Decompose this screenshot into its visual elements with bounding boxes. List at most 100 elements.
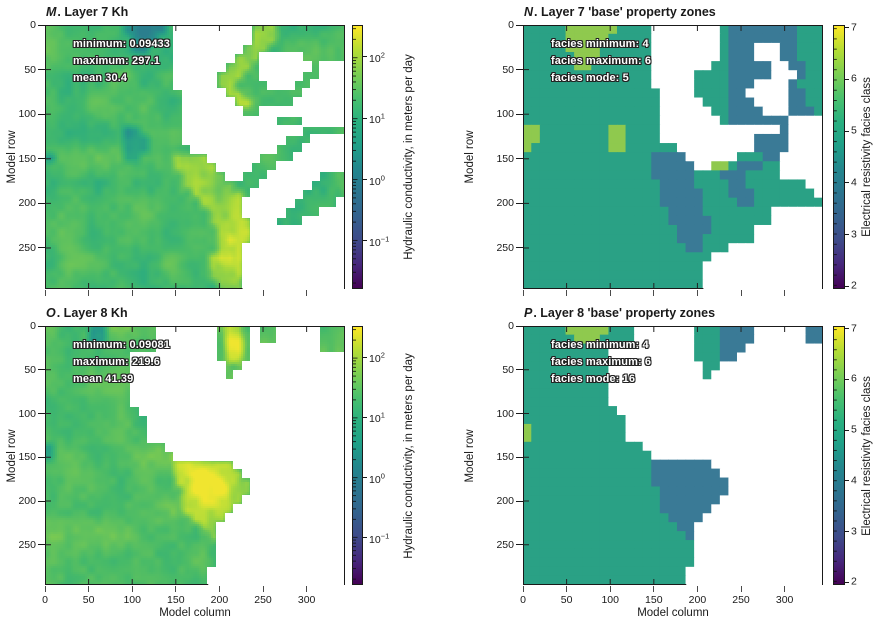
y-axis-tick-label: 150	[18, 451, 36, 464]
panel-title-text: . Layer 7 'base' property zones	[534, 5, 716, 19]
y-axis-tick-label: 250	[18, 538, 36, 551]
colorbar-label: Electrical resistivity facies class	[861, 77, 873, 237]
y-axis-tick	[516, 113, 523, 115]
panel-letter: N	[524, 5, 534, 19]
colorbar-hydraulic-conductivity	[352, 326, 363, 585]
colorbar-minor-ticks	[353, 327, 362, 584]
x-axis-tick	[696, 586, 698, 592]
y-axis-tick-label: 200	[18, 495, 36, 507]
y-axis-tick-label: 50	[24, 363, 36, 376]
colorbar-tick-label: 5	[851, 124, 857, 137]
x-axis-tick	[522, 586, 524, 592]
y-axis-tick	[516, 158, 523, 160]
y-axis-tick	[516, 369, 523, 371]
x-axis-tick	[740, 586, 742, 592]
colorbar-tick	[363, 240, 367, 242]
x-axis-tick-label: 300	[775, 594, 794, 606]
y-axis-tick	[38, 456, 45, 458]
y-axis-tick	[516, 69, 523, 71]
colorbar-tick	[845, 182, 849, 184]
x-axis-tick	[306, 290, 308, 296]
colorbar-tick-label: 100	[369, 172, 385, 188]
stat-facies-mode: facies mode: 16	[551, 373, 636, 385]
colorbar-tick-label: 100	[369, 471, 385, 486]
panel-letter: O	[46, 306, 56, 320]
colorbar-tick-label: 7	[851, 21, 857, 34]
stat-maximum: maximum: 219.6	[73, 356, 160, 368]
colorbar-tick	[845, 378, 849, 380]
colorbar-tick-label: 2	[851, 279, 857, 292]
heatmap-layer8-kh	[45, 326, 345, 585]
stats-annotation-O: minimum: 0.09081 maximum: 219.6 mean 41.…	[73, 337, 170, 388]
y-axis-tick	[38, 247, 45, 249]
colorbar-tick	[845, 234, 849, 236]
x-axis-tick-label: 50	[560, 594, 573, 606]
y-axis-tick	[38, 369, 45, 371]
colorbar-tick	[845, 27, 849, 29]
x-axis-tick	[44, 586, 46, 592]
panel-letter: M	[46, 5, 57, 19]
colorbar-tick-label: 5	[851, 423, 857, 436]
colorbar-tick	[845, 328, 849, 330]
colorbar-tick	[363, 477, 367, 479]
y-axis-tick-label: 50	[502, 363, 514, 376]
y-axis-tick-label: 0	[30, 19, 36, 31]
x-axis-tick-label: 200	[688, 594, 707, 606]
colorbar-tick-label: 2	[851, 575, 857, 588]
colorbar-tick-label: 7	[851, 322, 857, 335]
x-axis-tick	[653, 586, 655, 592]
y-axis-tick	[516, 456, 523, 458]
colorbar-tick	[363, 56, 367, 58]
x-axis-tick	[218, 586, 220, 592]
x-axis-tick	[175, 586, 177, 592]
panel-title-P: P. Layer 8 'base' property zones	[524, 306, 715, 320]
y-axis-tick-label: 100	[496, 407, 514, 420]
y-axis-tick	[38, 500, 45, 502]
stat-minimum: minimum: 0.09081	[73, 339, 170, 351]
heatmap-layer8-zones	[523, 326, 823, 585]
panel-letter: P	[524, 306, 533, 320]
colorbar-tick-label: 6	[851, 72, 857, 85]
colorbar-tick-label: 102	[369, 50, 385, 65]
colorbar-label: Hydraulic conductivity, in meters per da…	[403, 54, 415, 260]
colorbar-tick	[845, 581, 849, 583]
x-axis-tick	[262, 586, 264, 592]
y-axis-tick	[38, 413, 45, 414]
y-axis-tick	[516, 325, 523, 327]
panel-title-text: . Layer 7 Kh	[57, 5, 129, 19]
x-axis-tick-label: 100	[601, 594, 619, 606]
stat-minimum: minimum: 0.09433	[73, 38, 170, 50]
stats-annotation-N: facies minimum: 4 facies maximum: 6 faci…	[551, 36, 651, 87]
y-axis-tick-label: 50	[24, 63, 36, 76]
x-axis-tick	[609, 290, 611, 296]
y-axis-tick-label: 50	[502, 63, 514, 76]
stat-facies-maximum: facies maximum: 6	[551, 356, 652, 368]
y-axis-tick	[38, 202, 45, 204]
stat-mean: mean 30.4	[73, 72, 128, 84]
y-axis-tick-label: 250	[496, 538, 514, 551]
x-axis-tick-label: 0	[42, 594, 48, 606]
x-axis-tick	[175, 290, 177, 296]
colorbar-tick	[845, 429, 849, 431]
stat-facies-minimum: facies minimum: 4	[551, 339, 649, 351]
y-axis-tick	[516, 202, 523, 204]
colorbar-minor-ticks	[834, 327, 844, 584]
colorbar-tick-label: 101	[369, 111, 385, 126]
x-axis-tick-label: 150	[167, 594, 185, 606]
x-axis-tick-label: 100	[123, 594, 141, 606]
colorbar-tick	[363, 537, 367, 539]
colorbar-tick-label: 101	[369, 410, 385, 426]
colorbar-tick-label: 102	[369, 350, 385, 366]
heatmap-layer7-zones	[523, 25, 823, 289]
x-axis-tick	[566, 586, 568, 592]
panel-title-M: M. Layer 7 Kh	[46, 5, 128, 19]
stat-facies-mode: facies mode: 5	[551, 72, 629, 84]
y-axis-tick	[516, 500, 523, 502]
colorbar-tick	[363, 117, 367, 119]
colorbar-tick	[845, 285, 849, 287]
x-axis-tick	[696, 290, 698, 296]
colorbar-tick-label: 10−1	[369, 531, 390, 546]
x-axis-label: Model column	[159, 607, 231, 619]
x-axis-tick-label: 50	[82, 594, 95, 606]
stats-annotation-M: minimum: 0.09433 maximum: 297.1 mean 30.…	[73, 36, 170, 87]
